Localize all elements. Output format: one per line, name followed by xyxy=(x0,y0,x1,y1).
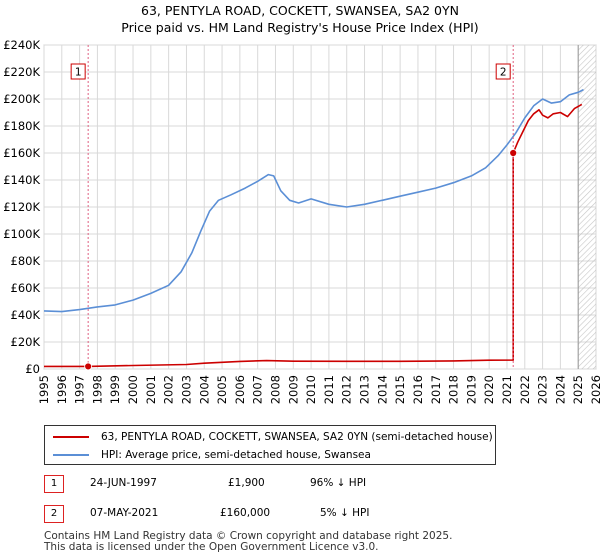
x-tick-label: 2007 xyxy=(251,375,265,404)
y-tick-label: £60K xyxy=(11,281,41,295)
x-tick-label: 1996 xyxy=(55,375,69,404)
x-tick-label: 2014 xyxy=(375,375,389,404)
y-tick-label: £160K xyxy=(3,146,40,160)
sale-marker-box xyxy=(70,63,86,80)
sale-point xyxy=(509,149,518,157)
sale-number-badge: 2 xyxy=(44,505,64,523)
x-tick-label: 2013 xyxy=(358,375,372,404)
x-tick-label: 2001 xyxy=(144,375,158,404)
x-tick-label: 1999 xyxy=(108,375,122,404)
sale-marker-label: 2 xyxy=(500,67,507,79)
sale-hpi-diff: 96% ↓ HPI xyxy=(310,477,367,489)
y-tick-label: £180K xyxy=(3,119,40,133)
y-tick-label: £140K xyxy=(3,173,40,187)
x-tick-label: 1997 xyxy=(73,375,87,404)
x-tick-label: 2026 xyxy=(589,375,600,404)
sale-date: 07-MAY-2021 xyxy=(90,507,159,519)
price-chart: 1 2 £0 £20K £40K £60K £80K £100K £120K £140K £160… xyxy=(3,38,600,404)
x-tick-label: 2025 xyxy=(571,375,585,404)
sale-hpi-diff: 5% ↓ HPI xyxy=(320,507,370,519)
sale-marker-box xyxy=(495,63,511,80)
x-tick-label: 2023 xyxy=(536,375,550,404)
x-tick-label: 2016 xyxy=(411,375,425,404)
hpi-line xyxy=(43,88,584,313)
y-tick-label: £0 xyxy=(25,362,40,376)
sale-price: £160,000 xyxy=(220,507,271,519)
sale-point xyxy=(84,362,93,371)
x-tick-label: 2019 xyxy=(464,375,478,404)
x-tick-label: 2015 xyxy=(393,375,407,404)
y-tick-label: £80K xyxy=(11,254,41,268)
legend-label-price-paid: 63, PENTYLA ROAD, COCKETT, SWANSEA, SA2 … xyxy=(101,431,493,443)
x-tick-label: 2021 xyxy=(500,375,514,404)
y-tick-label: £200K xyxy=(3,92,40,106)
x-tick-label: 2022 xyxy=(518,375,532,404)
x-tick-label: 2024 xyxy=(553,375,567,404)
legend-swatch-hpi xyxy=(53,454,89,456)
sale-date: 24-JUN-1997 xyxy=(90,477,157,489)
footer-copyright: Contains HM Land Registry data © Crown c… xyxy=(44,530,453,542)
sale-price: £1,900 xyxy=(228,477,265,489)
price-paid-line xyxy=(44,103,583,368)
x-tick-label: 2000 xyxy=(126,375,140,404)
x-tick-label: 1995 xyxy=(37,375,51,404)
x-tick-label: 2004 xyxy=(197,375,211,404)
x-tick-label: 2002 xyxy=(162,375,176,404)
legend-swatch-price-paid xyxy=(53,436,89,438)
chart-title-line1: 63, PENTYLA ROAD, COCKETT, SWANSEA, SA2 … xyxy=(141,3,459,18)
y-tick-label: £20K xyxy=(11,335,41,349)
x-tick-label: 1998 xyxy=(90,375,104,404)
x-tick-label: 2008 xyxy=(269,375,283,404)
legend-label-hpi: HPI: Average price, semi-detached house,… xyxy=(101,449,371,461)
y-tick-label: £120K xyxy=(3,200,40,214)
x-tick-label: 2006 xyxy=(233,375,247,404)
projection-hatch xyxy=(578,45,596,369)
x-tick-label: 2020 xyxy=(482,375,496,404)
x-tick-label: 2010 xyxy=(304,375,318,404)
x-tick-label: 2009 xyxy=(286,375,300,404)
footer-licence: This data is licensed under the Open Gov… xyxy=(44,541,379,553)
y-tick-label: £220K xyxy=(3,65,40,79)
sale-marker-label: 1 xyxy=(75,67,82,79)
x-tick-label: 2018 xyxy=(447,375,461,404)
y-tick-label: £100K xyxy=(3,227,40,241)
x-tick-label: 2017 xyxy=(429,375,443,404)
legend: 63, PENTYLA ROAD, COCKETT, SWANSEA, SA2 … xyxy=(44,425,496,465)
y-tick-label: £40K xyxy=(11,308,41,322)
x-tick-label: 2003 xyxy=(179,375,193,404)
y-tick-label: £240K xyxy=(3,38,40,52)
sale-number-badge: 1 xyxy=(44,475,64,493)
x-tick-label: 2012 xyxy=(340,375,354,404)
footer: Contains HM Land Registry data © Crown c… xyxy=(44,531,452,553)
x-tick-label: 2011 xyxy=(322,375,336,404)
chart-title-line2: Price paid vs. HM Land Registry's House … xyxy=(121,20,479,35)
x-tick-label: 2005 xyxy=(215,375,229,404)
legend-item-price-paid: 63, PENTYLA ROAD, COCKETT, SWANSEA, SA2 … xyxy=(53,428,493,446)
legend-item-hpi: HPI: Average price, semi-detached house,… xyxy=(53,446,371,464)
